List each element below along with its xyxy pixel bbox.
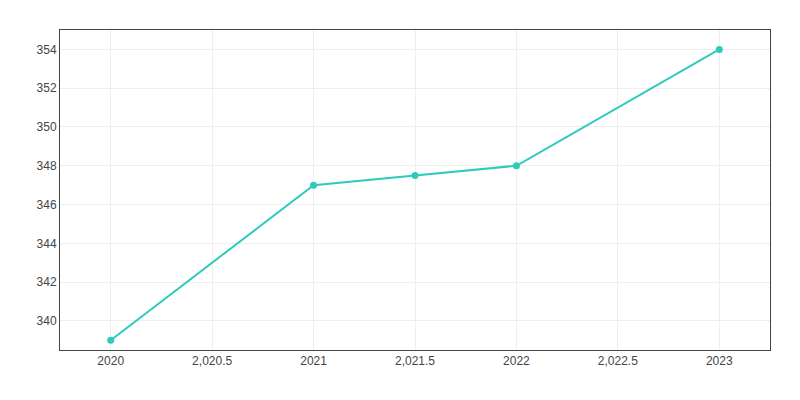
svg-text:2021: 2021 (300, 354, 327, 368)
svg-text:2,020.5: 2,020.5 (192, 354, 232, 368)
svg-text:2,022.5: 2,022.5 (598, 354, 638, 368)
svg-text:2022: 2022 (503, 354, 530, 368)
svg-text:342: 342 (37, 275, 57, 289)
svg-text:346: 346 (37, 198, 57, 212)
svg-text:2,021.5: 2,021.5 (395, 354, 435, 368)
svg-text:2020: 2020 (97, 354, 124, 368)
svg-text:354: 354 (37, 43, 57, 57)
svg-text:348: 348 (37, 159, 57, 173)
svg-text:344: 344 (37, 237, 57, 251)
svg-text:2023: 2023 (706, 354, 733, 368)
svg-text:350: 350 (37, 120, 57, 134)
svg-text:352: 352 (37, 81, 57, 95)
svg-text:340: 340 (37, 314, 57, 328)
